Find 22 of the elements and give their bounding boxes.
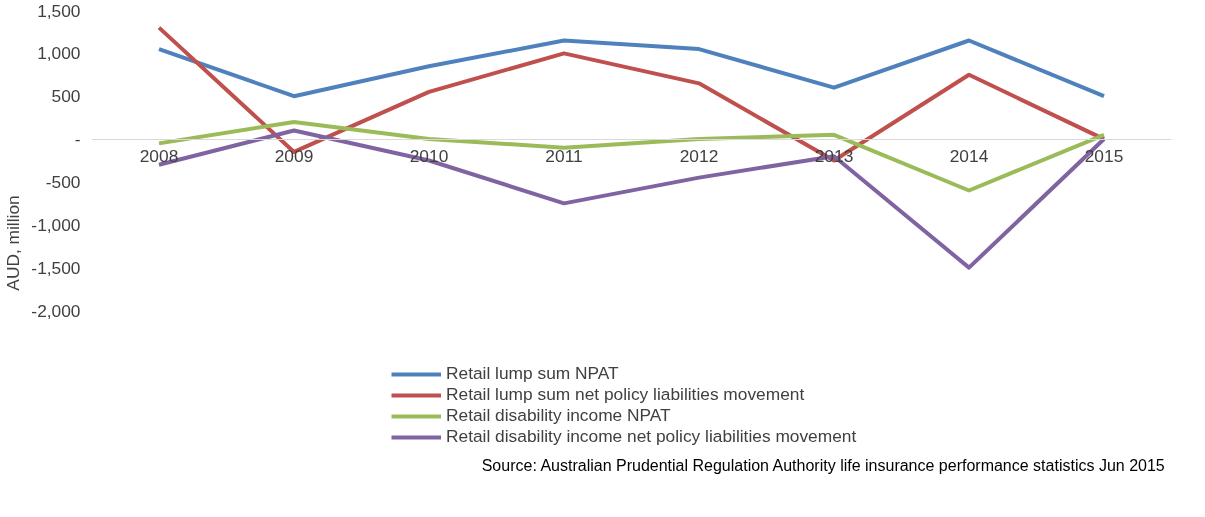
legend-label: Retail lump sum NPAT	[446, 363, 619, 384]
y-tick-label: -1,000	[31, 214, 81, 235]
y-tick-label: -2,000	[31, 300, 81, 321]
legend-label: Retail disability income NPAT	[446, 405, 671, 426]
x-tick-label: 2008	[139, 146, 179, 167]
y-tick-label: -1,500	[31, 257, 81, 278]
y-tick-label: -500	[45, 171, 81, 192]
y-tick-label: 500	[51, 86, 81, 107]
x-tick-label: 2014	[949, 146, 989, 167]
y-tick-label: 1,000	[37, 43, 81, 64]
legend-label: Retail disability income net policy liabilities movement	[446, 426, 857, 447]
y-axis-title: AUD, million	[3, 195, 24, 291]
legend-label: Retail lump sum net policy liabilities movement	[446, 384, 805, 405]
x-tick-label: 2011	[545, 146, 583, 167]
source-note: Source: Australian Prudential Regulation Authority life insurance performance statistics Jun 2015	[481, 456, 1165, 474]
x-tick-label: 2013	[814, 146, 854, 167]
y-tick-label: -	[74, 129, 81, 150]
x-tick-label: 2015	[1084, 146, 1124, 167]
y-tick-label: 1,500	[37, 0, 81, 21]
x-tick-label: 2012	[679, 146, 719, 167]
x-tick-label: 2009	[274, 146, 314, 167]
line-series	[157, 38, 1106, 99]
